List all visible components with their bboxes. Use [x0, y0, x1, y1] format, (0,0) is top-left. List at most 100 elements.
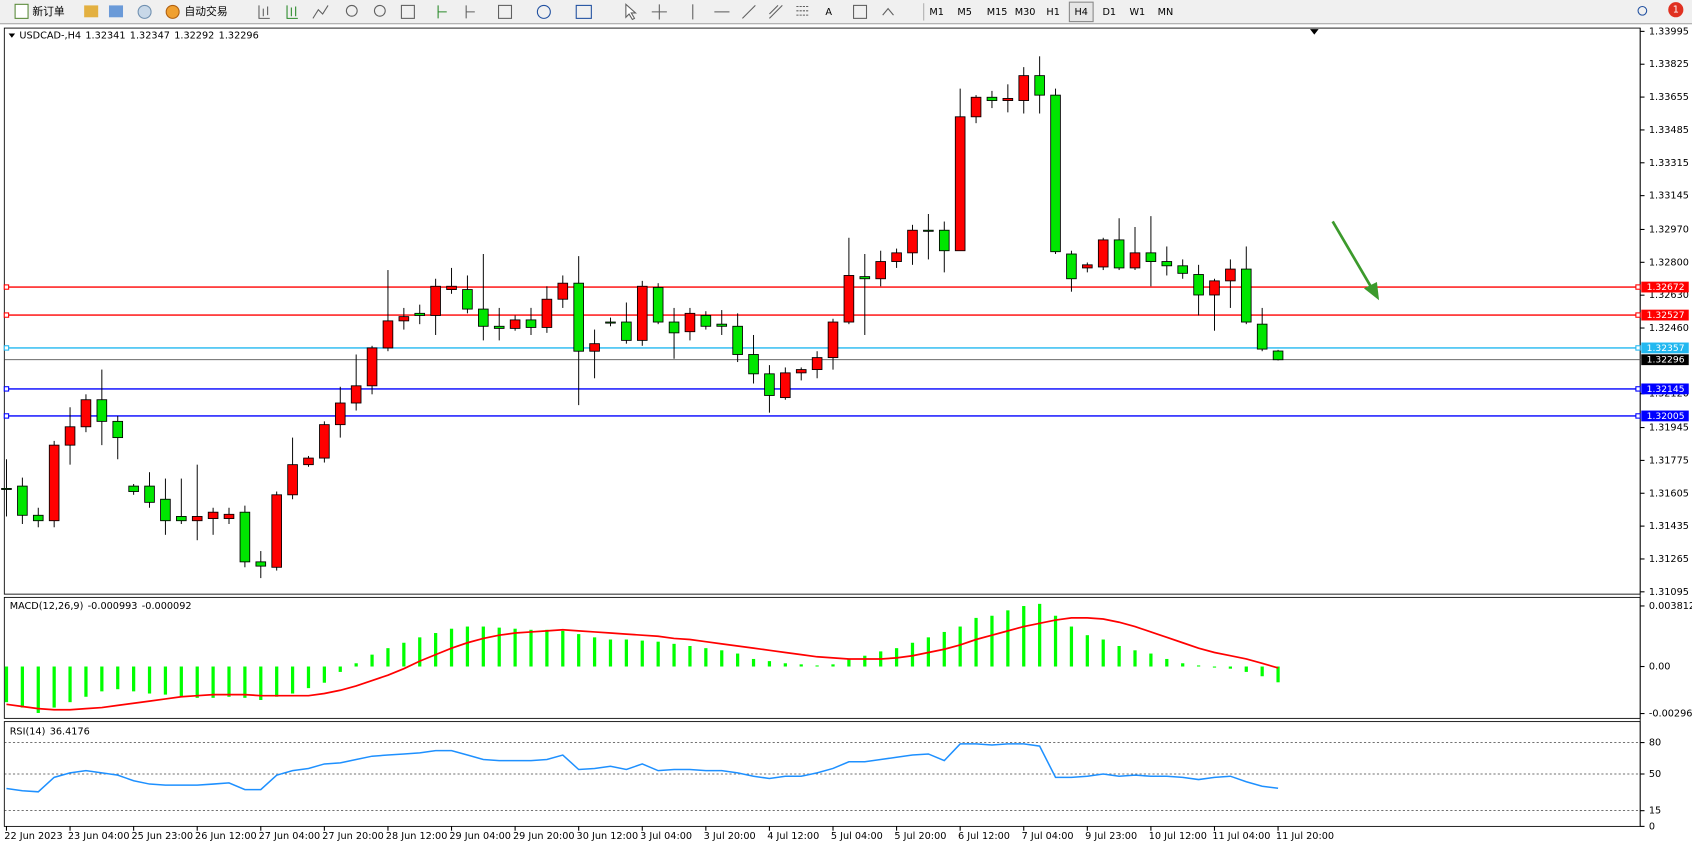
y-tick-label: 1.33145: [1649, 191, 1689, 202]
button-label: 新订单: [32, 5, 65, 18]
macd-bar: [529, 630, 532, 667]
candle-body: [526, 320, 536, 328]
candle-body: [939, 230, 949, 250]
macd-bar: [307, 667, 310, 689]
macd-bar: [84, 667, 87, 697]
x-tick-label: 11 Jul 04:00: [1212, 831, 1270, 842]
x-tick-label: 27 Jun 20:00: [322, 831, 384, 842]
candle-body: [113, 421, 123, 437]
x-tick-label: 27 Jun 04:00: [259, 831, 321, 842]
candle-body: [81, 400, 91, 427]
macd-bar: [53, 667, 56, 708]
macd-bar: [116, 667, 119, 690]
alerts-count: 1: [1673, 5, 1679, 16]
macd-bar: [831, 664, 834, 666]
icon: [15, 4, 28, 18]
x-tick-label: 5 Jul 20:00: [894, 831, 946, 842]
timeframe-button[interactable]: M15: [987, 7, 1008, 18]
timeframe-button[interactable]: W1: [1129, 7, 1145, 18]
candle-body: [288, 465, 298, 495]
signal-value: -0.000092: [142, 601, 192, 612]
macd-bar: [609, 640, 612, 667]
macd-bar: [561, 631, 564, 667]
macd-bar: [355, 663, 358, 666]
timeframe-button[interactable]: D1: [1102, 7, 1116, 18]
candle-body: [622, 322, 632, 340]
icon[interactable]: [138, 5, 151, 18]
candle-body: [1257, 324, 1267, 349]
price-label: 1.32296: [1647, 355, 1685, 366]
candle-body: [1146, 253, 1156, 262]
candle-body: [208, 512, 218, 518]
candle-body: [908, 230, 918, 253]
candle-body: [18, 486, 28, 515]
level-handle: [1636, 414, 1640, 418]
macd-bar: [1149, 654, 1152, 667]
x-tick-label: 6 Jul 12:00: [958, 831, 1010, 842]
timeframe-button[interactable]: H4: [1075, 7, 1088, 18]
indicator-title: MACD(12,26,9): [10, 601, 84, 612]
x-tick-label: 11 Jul 20:00: [1276, 831, 1334, 842]
level-handle: [4, 387, 8, 391]
y-tick-label: -0.002961: [1649, 709, 1692, 720]
candle-body: [1019, 76, 1029, 101]
auto-trading-button[interactable]: 自动交易: [166, 5, 227, 18]
icon[interactable]: A: [825, 7, 832, 18]
macd-bar: [1229, 667, 1232, 669]
macd-bar: [1261, 667, 1264, 677]
candle-body: [447, 286, 457, 289]
macd-value: -0.000993: [88, 601, 138, 612]
icon[interactable]: [84, 5, 98, 17]
price-panel: [4, 28, 1640, 594]
timeframe-button[interactable]: M30: [1015, 7, 1036, 18]
timeframe-button[interactable]: M5: [957, 7, 972, 18]
candle-body: [606, 322, 616, 323]
y-tick-label: 1.31435: [1649, 521, 1689, 532]
icon[interactable]: [109, 5, 123, 17]
candle-body: [701, 315, 711, 326]
x-tick-label: 3 Jul 04:00: [640, 831, 692, 842]
y-tick-label: 1.32460: [1649, 323, 1689, 334]
x-tick-label: 9 Jul 23:00: [1085, 831, 1137, 842]
candle-body: [431, 286, 441, 315]
x-tick-label: 29 Jun 04:00: [449, 831, 511, 842]
candle-body: [367, 348, 377, 386]
macd-bar: [1086, 635, 1089, 666]
macd-bar: [227, 667, 230, 697]
timeframe-button[interactable]: H1: [1046, 7, 1059, 18]
candle-body: [749, 354, 759, 373]
macd-bar: [593, 637, 596, 666]
macd-bar: [68, 667, 71, 703]
macd-bar: [1276, 667, 1279, 683]
new-order-button[interactable]: 新订单: [15, 4, 65, 18]
macd-bar: [704, 648, 707, 666]
candle-body: [33, 515, 43, 520]
macd-bar: [386, 648, 389, 666]
candle-body: [1194, 274, 1204, 294]
candle-body: [1178, 266, 1188, 274]
macd-bar: [863, 656, 866, 667]
y-tick-label: 15: [1649, 806, 1661, 817]
macd-bar: [545, 630, 548, 667]
x-tick-label: 30 Jun 12:00: [577, 831, 639, 842]
candle-body: [1003, 98, 1013, 100]
macd-bar: [1197, 665, 1200, 666]
candle-body: [1241, 269, 1251, 322]
candle-body: [796, 370, 806, 373]
timeframe-button[interactable]: MN: [1158, 7, 1174, 18]
macd-bar: [1038, 604, 1041, 667]
candle-body: [145, 486, 155, 502]
macd-bar: [641, 641, 644, 667]
candle-body: [669, 322, 679, 333]
y-tick-label: 1.33995: [1649, 26, 1689, 37]
candle-body: [860, 277, 870, 279]
icon: [166, 5, 179, 18]
chart-header: USDCAD-,H41.323411.323471.322921.32296: [19, 31, 258, 42]
macd-bar: [275, 667, 278, 697]
candle-body: [765, 374, 775, 396]
level-handle: [4, 414, 8, 418]
macd-bar: [847, 659, 850, 667]
timeframe-button[interactable]: M1: [929, 7, 944, 18]
candle-body: [161, 499, 171, 520]
macd-bar: [482, 627, 485, 667]
